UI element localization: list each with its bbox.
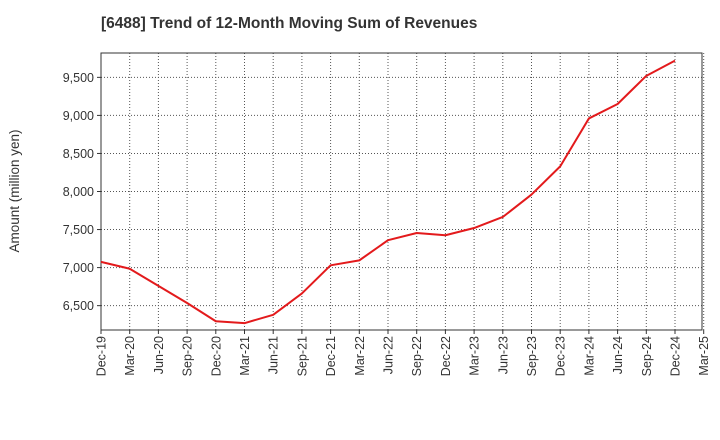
y-tick-label: 8,500: [63, 147, 94, 161]
gridlines: [101, 53, 705, 330]
y-axis: 6,500 7,000 7,500 8,000 8,500 9,000 9,500: [63, 71, 101, 313]
x-tick-label: Dec-23: [554, 336, 568, 376]
x-tick-label: Mar-24: [582, 336, 596, 376]
y-tick-label: 9,000: [63, 109, 94, 123]
y-tick-label: 8,000: [63, 185, 94, 199]
x-tick-label: Sep-20: [181, 336, 195, 376]
y-axis-title: Amount (million yen): [7, 129, 22, 252]
x-tick-label: Dec-19: [95, 336, 109, 376]
x-tick-label: Mar-21: [238, 336, 252, 376]
x-tick-label: Jun-21: [267, 336, 281, 374]
x-tick-label: Sep-23: [525, 336, 539, 376]
x-tick-label: Mar-22: [353, 336, 367, 376]
y-tick-label: 7,500: [63, 223, 94, 237]
x-tick-label: Sep-21: [295, 336, 309, 376]
x-tick-label: Jun-23: [496, 336, 510, 374]
x-tick-label: Dec-24: [669, 336, 683, 376]
x-tick-label: Mar-23: [468, 336, 482, 376]
x-tick-label: Dec-22: [439, 336, 453, 376]
x-tick-label: Sep-24: [640, 336, 654, 376]
series: [100, 59, 676, 325]
x-axis: Dec-19 Mar-20 Jun-20 Sep-20 Dec-20 Mar-21 Jun-…: [95, 330, 711, 376]
y-tick-label: 9,500: [63, 71, 94, 85]
x-tick-label: Dec-21: [324, 336, 338, 376]
y-tick-label: 6,500: [63, 299, 94, 313]
y-tick-label: 7,000: [63, 261, 94, 275]
x-tick-label: Jun-24: [611, 336, 625, 374]
x-tick-label: Mar-20: [123, 336, 137, 376]
x-tick-label: Dec-20: [209, 336, 223, 376]
x-tick-label: Jun-20: [152, 336, 166, 374]
chart-title: [6488] Trend of 12-Month Moving Sum of R…: [101, 15, 478, 32]
x-tick-label: Mar-25: [697, 336, 711, 376]
series-line: [100, 59, 676, 325]
x-tick-label: Jun-22: [382, 336, 396, 374]
x-tick-label: Sep-22: [410, 336, 424, 376]
